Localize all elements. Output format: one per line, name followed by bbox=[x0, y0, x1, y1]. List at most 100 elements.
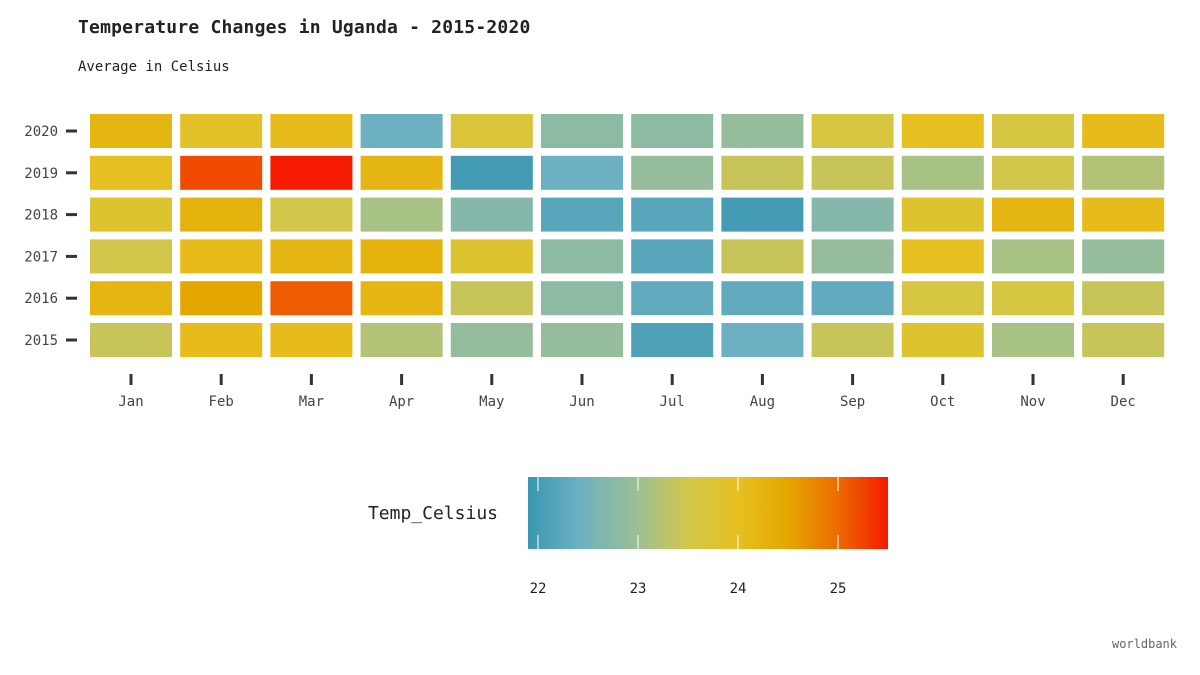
x-tick-label: Sep bbox=[840, 394, 865, 410]
heatmap-cell bbox=[721, 239, 804, 274]
heatmap-cell bbox=[270, 281, 353, 316]
heatmap-cell bbox=[721, 281, 804, 316]
heatmap-cell bbox=[992, 197, 1074, 232]
x-tick-label: May bbox=[479, 394, 504, 410]
heatmap-cell bbox=[450, 323, 533, 357]
heatmap-cell bbox=[541, 281, 623, 316]
heatmap-cell bbox=[992, 155, 1074, 190]
y-tick-label: 2018 bbox=[24, 208, 58, 224]
heatmap-cell bbox=[270, 114, 353, 148]
x-tick-label: Oct bbox=[930, 394, 955, 410]
x-tick-label: Jan bbox=[118, 394, 143, 410]
heatmap-cell bbox=[360, 155, 443, 190]
heatmap-cell bbox=[811, 155, 894, 190]
heatmap-cell bbox=[270, 197, 353, 232]
heatmap-cell bbox=[1082, 155, 1165, 190]
y-tick-label: 2017 bbox=[24, 249, 58, 265]
heatmap-cell bbox=[1082, 197, 1165, 232]
x-tick-label: Aug bbox=[750, 394, 775, 410]
heatmap-cell bbox=[811, 239, 894, 274]
heatmap-cell bbox=[901, 114, 984, 148]
x-tick-label: Jun bbox=[569, 394, 594, 410]
heatmap-cell bbox=[541, 197, 623, 232]
chart-subtitle: Average in Celsius bbox=[78, 59, 230, 75]
heatmap-cell bbox=[811, 281, 894, 316]
heatmap-cell bbox=[992, 114, 1074, 148]
legend-tick-label: 23 bbox=[630, 581, 647, 597]
heatmap-cell bbox=[811, 323, 894, 357]
y-tick-label: 2015 bbox=[24, 333, 58, 349]
heatmap-cell bbox=[901, 155, 984, 190]
heatmap-cell bbox=[631, 155, 714, 190]
x-tick-label: Dec bbox=[1111, 394, 1136, 410]
legend-tick-label: 25 bbox=[830, 581, 847, 597]
x-tick-label: Nov bbox=[1020, 394, 1045, 410]
heatmap-cell bbox=[360, 239, 443, 274]
heatmap-cell bbox=[631, 323, 714, 357]
heatmap-cell bbox=[901, 239, 984, 274]
heatmap-cell bbox=[90, 239, 172, 274]
x-tick-label: Feb bbox=[209, 394, 234, 410]
heatmap-cell bbox=[992, 281, 1074, 316]
source-caption: worldbank bbox=[1111, 637, 1177, 651]
heatmap-cell bbox=[541, 114, 623, 148]
heatmap-cell bbox=[360, 114, 443, 148]
heatmap-cell bbox=[360, 197, 443, 232]
legend-tick-label: 22 bbox=[530, 581, 547, 597]
y-tick-label: 2020 bbox=[24, 124, 58, 140]
heatmap-cell bbox=[450, 155, 533, 190]
legend-tick-label: 24 bbox=[730, 581, 747, 597]
heatmap-cell bbox=[631, 114, 714, 148]
heatmap-cell bbox=[721, 197, 804, 232]
heatmap-cell bbox=[901, 281, 984, 316]
heatmap-cell bbox=[450, 239, 533, 274]
heatmap-cell bbox=[901, 323, 984, 357]
heatmap-cell bbox=[180, 197, 263, 232]
heatmap-cell bbox=[450, 281, 533, 316]
legend-title: Temp_Celsius bbox=[368, 503, 498, 524]
heatmap-cell bbox=[811, 197, 894, 232]
heatmap-cell bbox=[1082, 114, 1165, 148]
heatmap-cell bbox=[360, 323, 443, 357]
x-tick-label: Mar bbox=[299, 394, 324, 410]
heatmap-cell bbox=[992, 239, 1074, 274]
heatmap-cell bbox=[1082, 323, 1165, 357]
heatmap-cell bbox=[541, 323, 623, 357]
heatmap-cell bbox=[1082, 281, 1165, 316]
heatmap-cell bbox=[270, 239, 353, 274]
heatmap-cell bbox=[721, 114, 804, 148]
heatmap-cell bbox=[180, 281, 263, 316]
heatmap-cell bbox=[90, 323, 172, 357]
heatmap-cell bbox=[450, 114, 533, 148]
heatmap-cell bbox=[721, 323, 804, 357]
heatmap-cell bbox=[541, 239, 623, 274]
heatmap-cell bbox=[180, 323, 263, 357]
heatmap-cell bbox=[631, 281, 714, 316]
heatmap-cell bbox=[270, 323, 353, 357]
heatmap-cell bbox=[1082, 239, 1165, 274]
heatmap-cell bbox=[541, 155, 623, 190]
x-tick-label: Apr bbox=[389, 394, 414, 410]
chart-title: Temperature Changes in Uganda - 2015-202… bbox=[78, 17, 531, 38]
y-tick-label: 2016 bbox=[24, 291, 58, 307]
heatmap-cell bbox=[631, 197, 714, 232]
heatmap-cell bbox=[992, 323, 1074, 357]
heatmap-cell bbox=[90, 281, 172, 316]
heatmap-cell bbox=[180, 239, 263, 274]
heatmap-cell bbox=[90, 114, 172, 148]
heatmap-cell bbox=[901, 197, 984, 232]
heatmap-cell bbox=[180, 155, 263, 190]
heatmap-cell bbox=[360, 281, 443, 316]
heatmap-cell bbox=[90, 197, 172, 232]
heatmap-cell bbox=[721, 155, 804, 190]
x-tick-label: Jul bbox=[660, 394, 685, 410]
heatmap-cell bbox=[90, 155, 172, 190]
heatmap-cell bbox=[811, 114, 894, 148]
y-tick-label: 2019 bbox=[24, 166, 58, 182]
legend-colorbar bbox=[528, 477, 888, 549]
heatmap-cell bbox=[180, 114, 263, 148]
heatmap-cell bbox=[270, 155, 353, 190]
heatmap-cell bbox=[631, 239, 714, 274]
heatmap-cell bbox=[450, 197, 533, 232]
